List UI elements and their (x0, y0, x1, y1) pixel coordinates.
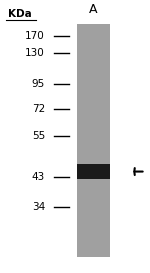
Text: 55: 55 (32, 131, 45, 141)
Text: 34: 34 (32, 202, 45, 212)
Text: 170: 170 (25, 31, 45, 41)
Text: A: A (89, 3, 97, 16)
Text: 43: 43 (32, 172, 45, 182)
Text: KDa: KDa (8, 9, 31, 19)
Bar (76, 24, 110, 257)
Text: 95: 95 (32, 79, 45, 89)
Text: 130: 130 (25, 48, 45, 58)
Bar (76, 164, 110, 179)
Text: 72: 72 (32, 104, 45, 114)
